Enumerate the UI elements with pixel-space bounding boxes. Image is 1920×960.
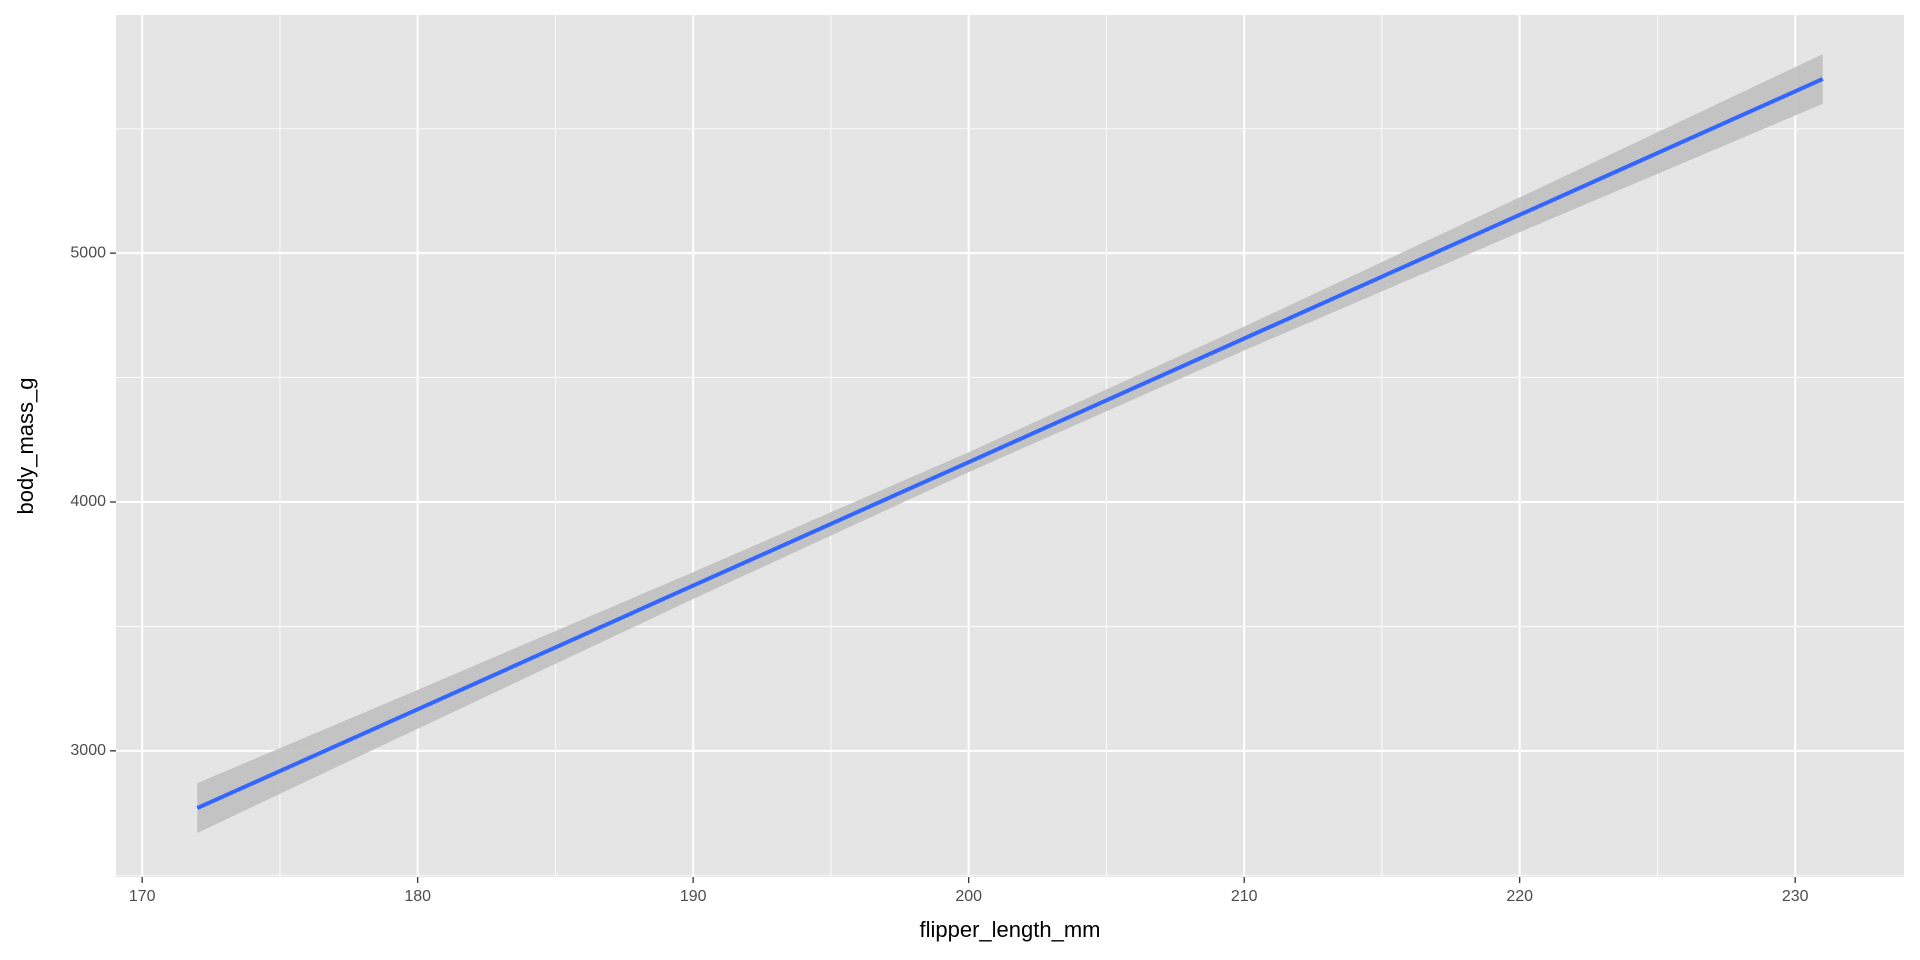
x-tick-label: 210 (1231, 888, 1258, 905)
y-tick-label: 4000 (70, 493, 106, 510)
x-tick-label: 170 (129, 888, 156, 905)
x-tick-label: 230 (1782, 888, 1809, 905)
x-axis-title: flipper_length_mm (920, 917, 1101, 942)
fit-line (196, 77, 1824, 810)
y-axis-title: body_mass_g (13, 378, 38, 515)
y-tick-label: 5000 (70, 244, 106, 261)
x-tick-label: 220 (1506, 888, 1533, 905)
x-tick-label: 190 (680, 888, 707, 905)
x-tick-label: 200 (955, 888, 982, 905)
y-tick-label: 3000 (70, 742, 106, 759)
x-tick-label: 180 (404, 888, 431, 905)
